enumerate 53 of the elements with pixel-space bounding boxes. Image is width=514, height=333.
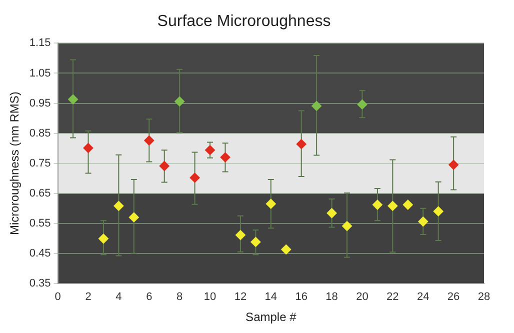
x-tick-label: 12 bbox=[234, 291, 247, 304]
y-tick-label: 0.35 bbox=[29, 277, 51, 290]
point bbox=[342, 221, 352, 232]
y-tick-label: 0.85 bbox=[29, 127, 51, 140]
point bbox=[235, 230, 246, 240]
x-tick-label: 26 bbox=[447, 291, 460, 304]
point bbox=[68, 94, 78, 104]
x-tick-label: 24 bbox=[416, 291, 430, 304]
x-tick-label: 8 bbox=[176, 291, 183, 304]
point bbox=[266, 198, 276, 209]
point bbox=[114, 200, 124, 211]
x-axis-title: Sample # bbox=[246, 310, 297, 324]
point bbox=[281, 244, 292, 254]
y-tick-label: 0.75 bbox=[29, 157, 51, 170]
point bbox=[250, 236, 261, 247]
x-tick-label: 16 bbox=[295, 291, 308, 304]
x-tick-label: 14 bbox=[264, 291, 278, 304]
y-tick-label: 1.05 bbox=[29, 67, 51, 80]
point bbox=[312, 100, 322, 111]
point bbox=[159, 161, 170, 172]
point bbox=[418, 216, 428, 227]
x-tick-label: 0 bbox=[54, 291, 61, 304]
y-tick-label: 0.65 bbox=[29, 187, 51, 200]
point bbox=[433, 206, 444, 216]
point bbox=[372, 200, 382, 210]
point bbox=[220, 152, 230, 162]
x-tick-label: 28 bbox=[478, 291, 490, 304]
x-tick-label: 10 bbox=[204, 291, 216, 304]
x-tick-label: 22 bbox=[386, 291, 399, 304]
point bbox=[357, 99, 368, 110]
point bbox=[205, 145, 216, 156]
point bbox=[83, 142, 94, 153]
x-tick-label: 18 bbox=[326, 291, 338, 304]
point bbox=[190, 172, 200, 183]
x-tick-label: 2 bbox=[85, 291, 92, 304]
x-tick-label: 20 bbox=[356, 291, 368, 304]
y-tick-label: 1.15 bbox=[29, 37, 51, 50]
point bbox=[296, 139, 306, 150]
point bbox=[174, 96, 185, 106]
x-tick-label: 4 bbox=[116, 291, 122, 304]
x-tick-label: 6 bbox=[146, 291, 152, 304]
y-tick-label: 0.95 bbox=[29, 97, 51, 110]
point bbox=[448, 160, 459, 170]
y-tick-label: 0.45 bbox=[29, 247, 51, 260]
point bbox=[388, 200, 398, 211]
point bbox=[326, 208, 337, 218]
point bbox=[128, 212, 139, 222]
point bbox=[402, 200, 413, 210]
chart-title: Surface Microroughness bbox=[157, 13, 331, 30]
y-axis-title: Microroughness (nm RMS) bbox=[8, 92, 22, 235]
point bbox=[144, 135, 154, 146]
y-tick-label: 0.55 bbox=[29, 217, 51, 230]
point bbox=[98, 234, 108, 244]
